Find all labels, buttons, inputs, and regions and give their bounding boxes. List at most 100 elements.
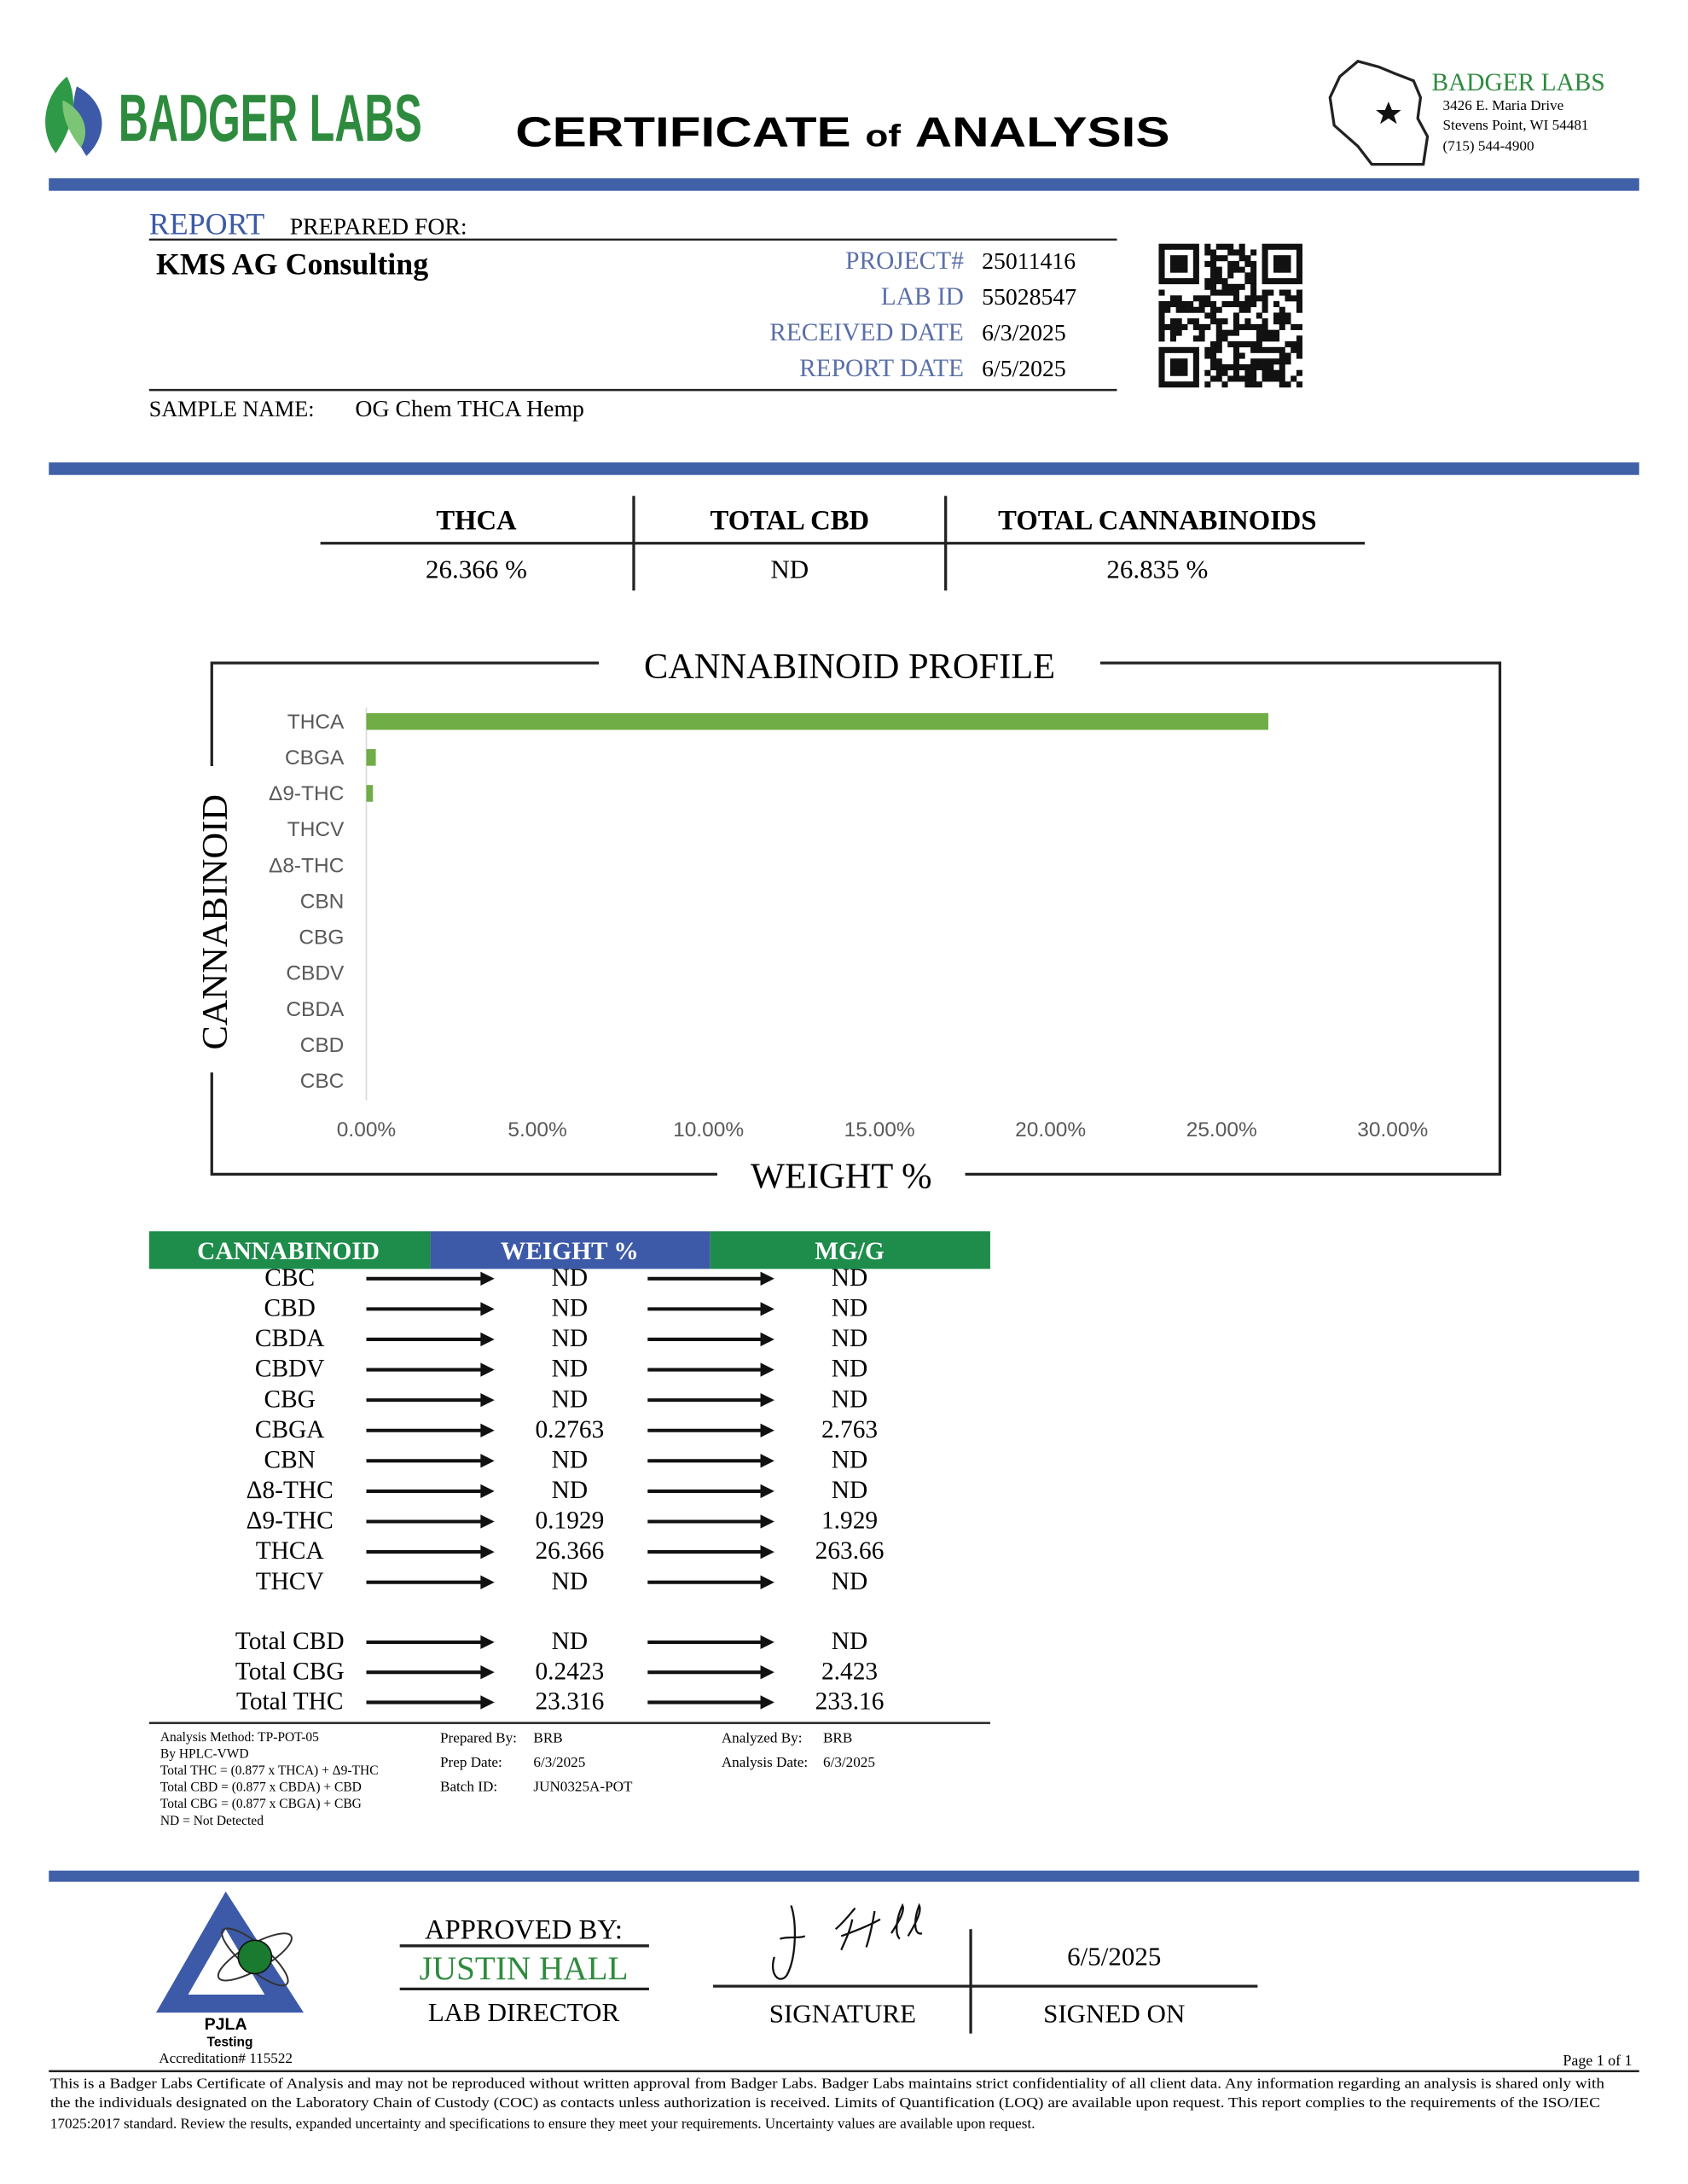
qr-module — [1233, 295, 1239, 302]
accreditation-name: PJLA — [205, 2015, 247, 2034]
qr-module — [1296, 272, 1302, 279]
qr-module — [1169, 335, 1176, 342]
qr-module — [1233, 375, 1239, 382]
qr-module — [1244, 255, 1251, 262]
qr-module — [1215, 358, 1222, 365]
qr-module — [1250, 289, 1257, 296]
qr-module — [1291, 346, 1297, 353]
qr-module — [1279, 323, 1285, 330]
qr-module — [1273, 260, 1280, 267]
weight-value: ND — [552, 1325, 588, 1352]
qr-module — [1175, 329, 1182, 336]
qr-module — [1244, 260, 1251, 267]
qr-module — [1273, 278, 1280, 285]
qr-module — [1250, 278, 1257, 285]
qr-module — [1267, 335, 1274, 342]
mg-g-value: ND — [832, 1446, 867, 1473]
qr-module — [1175, 318, 1182, 325]
header-cell — [430, 1231, 711, 1269]
qr-module — [1256, 329, 1262, 336]
qr-module — [1296, 335, 1302, 342]
qr-module — [1296, 369, 1302, 376]
qr-module — [1169, 369, 1176, 376]
qr-module — [1250, 375, 1257, 382]
qr-module — [1210, 306, 1217, 313]
qr-module — [1267, 289, 1274, 296]
qr-module — [1192, 381, 1199, 388]
x-tick-label: 10.00% — [673, 1118, 744, 1141]
arrow-head — [480, 1362, 495, 1377]
qr-module — [1244, 272, 1251, 279]
arrow-head — [760, 1392, 774, 1408]
qr-module — [1204, 300, 1211, 308]
qr-module — [1158, 318, 1165, 325]
qr-module — [1221, 363, 1228, 371]
qr-module — [1250, 249, 1257, 256]
method-note: By HPLC-VWD — [160, 1746, 249, 1761]
qr-module — [1279, 255, 1285, 262]
qr-module — [1221, 300, 1228, 308]
qr-module — [1256, 346, 1262, 353]
qr-module — [1215, 289, 1222, 296]
summary-value: 26.835 % — [1106, 555, 1208, 584]
x-tick-label: 30.00% — [1357, 1118, 1428, 1141]
qr-module — [1279, 363, 1285, 371]
report-label: REPORT — [149, 206, 265, 241]
qr-module — [1210, 289, 1217, 296]
qr-module — [1227, 272, 1234, 279]
disclaimer-line: This is a Badger Labs Certificate of Ana… — [50, 2075, 1605, 2091]
qr-module — [1285, 381, 1291, 388]
qr-module — [1291, 323, 1297, 330]
cannabinoid-name: Total THC — [236, 1688, 344, 1716]
disclaimer-line: the the individuals designated on the La… — [50, 2094, 1600, 2111]
qr-module — [1273, 255, 1280, 262]
qr-module — [1198, 335, 1205, 342]
qr-module — [1158, 243, 1165, 250]
arrow-head — [480, 1635, 495, 1650]
qr-module — [1221, 381, 1228, 388]
logo-leaf — [62, 100, 86, 148]
qr-module — [1250, 358, 1257, 365]
qr-module — [1233, 323, 1239, 330]
title-part: CERTIFICATE — [515, 109, 850, 155]
qr-module — [1210, 266, 1217, 273]
qr-module — [1262, 329, 1268, 336]
qr-module — [1233, 266, 1239, 273]
qr-module — [1244, 369, 1251, 376]
qr-module — [1279, 260, 1285, 267]
method-note: Total THC = (0.877 x THCA) + Δ9-THC — [160, 1763, 379, 1778]
qr-module — [1187, 278, 1194, 285]
qr-module — [1181, 266, 1188, 273]
qr-module — [1279, 375, 1285, 382]
qr-module — [1210, 375, 1217, 382]
table-header: CANNABINOID — [197, 1238, 380, 1265]
qr-module — [1233, 329, 1239, 336]
qr-module — [1169, 255, 1176, 262]
weight-value: 26.366 — [535, 1537, 604, 1565]
state-outline — [1328, 60, 1430, 166]
qr-module — [1256, 323, 1262, 330]
qr-module — [1227, 289, 1234, 296]
qr-module — [1169, 278, 1176, 285]
qr-module — [1215, 255, 1222, 262]
qr-module — [1221, 243, 1228, 250]
y-tick-label: CBC — [300, 1070, 345, 1093]
qr-module — [1169, 300, 1176, 308]
qr-module — [1221, 283, 1228, 290]
qr-module — [1192, 318, 1199, 325]
qr-module — [1158, 381, 1165, 388]
qr-module — [1244, 318, 1251, 325]
qr-module — [1233, 249, 1239, 256]
qr-module — [1158, 300, 1165, 308]
qr-module — [1238, 323, 1245, 330]
qr-module — [1204, 243, 1211, 250]
qr-module — [1204, 249, 1211, 256]
qr-module — [1273, 329, 1280, 336]
qr-module — [1215, 318, 1222, 325]
qr-module — [1175, 260, 1182, 267]
qr-module — [1238, 375, 1245, 382]
qr-module — [1291, 243, 1297, 250]
qr-module — [1291, 341, 1297, 348]
cannabinoid-name: Δ8-THC — [247, 1477, 334, 1504]
qr-module — [1262, 295, 1268, 302]
